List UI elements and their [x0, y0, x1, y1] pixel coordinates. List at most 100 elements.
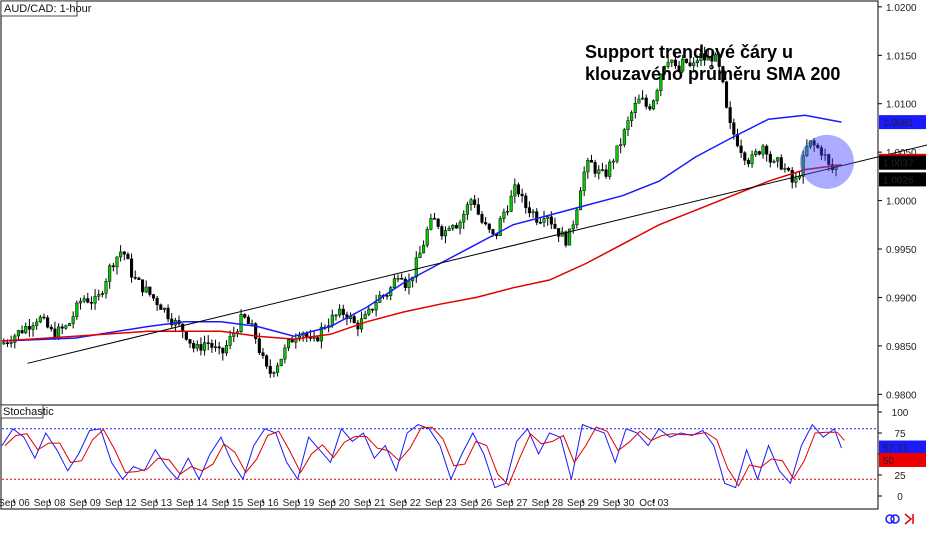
- candle-body: [717, 54, 721, 67]
- candle-body: [568, 228, 572, 246]
- candle-body: [432, 218, 437, 220]
- candle-body: [334, 314, 338, 317]
- candle-body: [35, 321, 39, 326]
- candle-body: [615, 145, 619, 162]
- annotation-line-1: Support trendové čáry u: [585, 42, 793, 62]
- candle-body: [119, 251, 123, 258]
- candle-body: [505, 211, 510, 213]
- time-tick-label: Sep 09: [69, 498, 101, 509]
- candle-body: [108, 265, 112, 282]
- candle-body: [765, 145, 769, 155]
- sma-100-line: [1, 114, 842, 342]
- candle-body: [630, 112, 634, 121]
- time-tick-label: Sep 13: [140, 498, 172, 509]
- candle-body: [600, 169, 604, 171]
- candle-body: [805, 146, 809, 156]
- candle-body: [524, 195, 528, 208]
- candle-body: [82, 298, 86, 302]
- candle-body: [261, 352, 265, 356]
- sma-200-line: [1, 163, 842, 342]
- candle-body: [206, 342, 210, 344]
- time-tick-label: Sep 30: [603, 498, 635, 509]
- stochastic-title-box: [0, 404, 44, 419]
- candle-body: [71, 316, 75, 324]
- stoch-tick-label: 100: [892, 408, 909, 419]
- candle-body: [706, 56, 710, 61]
- candle-body: [819, 147, 823, 156]
- candle-body: [801, 155, 805, 177]
- candle-body: [162, 307, 166, 310]
- stochastic-panel: [0, 404, 879, 510]
- candle-body: [746, 160, 750, 165]
- candle-body: [527, 207, 531, 214]
- candle-body: [370, 308, 375, 311]
- candle-body: [476, 204, 480, 215]
- candle-body: [484, 222, 488, 225]
- price-badge-label: 1.0026: [883, 175, 914, 186]
- price-tick-label: 1.0200: [886, 3, 917, 14]
- candle-body: [75, 302, 79, 317]
- sync-icon[interactable]: [885, 514, 900, 524]
- candle-body: [67, 323, 72, 326]
- candle-body: [330, 314, 334, 326]
- annotation-line-2: klouzavého průměru SMA 200: [585, 64, 840, 84]
- candle-body: [688, 62, 692, 67]
- candle-body: [739, 145, 743, 154]
- candle-body: [790, 170, 794, 183]
- candle-body: [491, 229, 495, 235]
- candle-body: [203, 342, 207, 351]
- candle-body: [542, 218, 546, 223]
- candle-body: [823, 154, 827, 156]
- candle-body: [695, 60, 699, 64]
- candle-body: [830, 164, 834, 171]
- time-axis: Sep 06 Sep 08 Sep 09 Sep 12 Sep 13 Sep 14 Sep …: [0, 498, 669, 509]
- candle-body: [761, 145, 765, 155]
- candle-body: [213, 346, 218, 349]
- candle-body: [808, 140, 813, 147]
- candle-body: [184, 331, 188, 340]
- candle-body: [192, 343, 196, 349]
- candle-body: [38, 316, 42, 323]
- candle-body: [436, 218, 440, 227]
- candle-body: [246, 316, 250, 325]
- candle-body: [13, 335, 17, 343]
- candle-body: [16, 330, 20, 337]
- candle-body: [217, 346, 221, 349]
- candle-body: [312, 337, 316, 339]
- candle-body: [232, 333, 236, 337]
- candle-body: [221, 347, 225, 354]
- time-tick-label: Sep 08: [34, 498, 66, 509]
- price-badge-label: 50: [883, 456, 895, 467]
- candle-body: [794, 177, 798, 183]
- candle-body: [276, 365, 280, 373]
- candle-body: [64, 325, 68, 329]
- candle-body: [553, 223, 557, 229]
- time-tick-label: Sep 29: [567, 498, 599, 509]
- candle-body: [5, 342, 10, 345]
- candle-body: [126, 253, 130, 260]
- candle-body: [575, 209, 579, 226]
- candle-body: [535, 211, 539, 223]
- candle-body: [319, 326, 323, 342]
- candle-body: [418, 252, 422, 259]
- candle-body: [827, 154, 831, 165]
- candle-body: [487, 223, 491, 230]
- scroll-end-icon[interactable]: [904, 513, 914, 525]
- candle-body: [651, 100, 656, 110]
- time-tick-label: Sep 20: [318, 498, 350, 509]
- price-badge: [879, 172, 926, 187]
- candle-body: [703, 53, 707, 61]
- candle-body: [89, 302, 93, 304]
- candle-body: [170, 318, 174, 326]
- candle-body: [633, 102, 637, 113]
- candle-body: [721, 66, 725, 83]
- candle-body: [589, 159, 594, 163]
- candle-body: [670, 59, 674, 63]
- candle-body: [385, 295, 389, 297]
- price-badge: [879, 453, 926, 467]
- candle-body: [783, 167, 787, 170]
- candle-body: [710, 56, 714, 62]
- candle-body: [641, 97, 645, 100]
- time-tick-label: Sep 14: [176, 498, 208, 509]
